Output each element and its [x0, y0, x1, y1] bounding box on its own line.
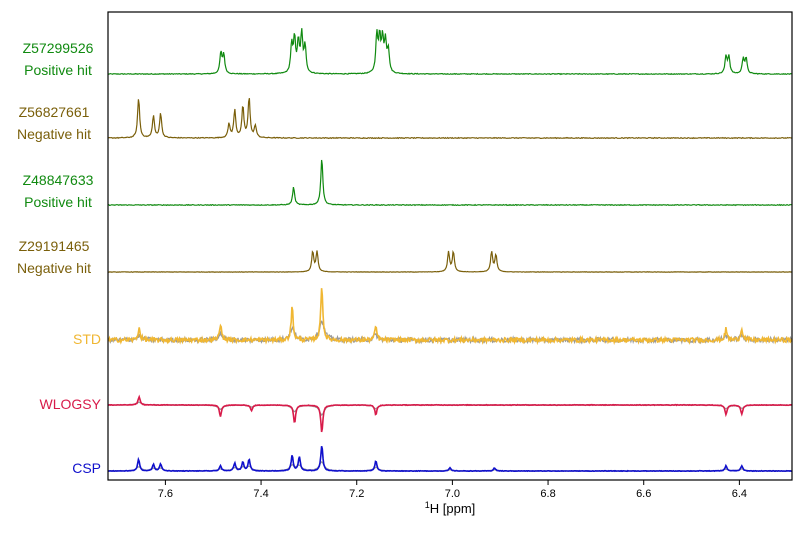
series-label-2-line-1: Z56827661 — [19, 104, 90, 120]
series-label-4-line-2: Negative hit — [17, 260, 91, 276]
spectrum-trace-7 — [107, 445, 792, 473]
series-label-2-line-2: Negative hit — [17, 126, 91, 142]
spectra-traces — [107, 28, 793, 473]
x-tick-label: 7.4 — [253, 488, 268, 500]
series-labels: Z57299526 Positive hit Z56827661 Negative h… — [17, 40, 102, 476]
reference-trace-5 — [107, 319, 793, 345]
series-label-5-line-1: STD — [73, 331, 101, 347]
spectrum-trace-1 — [107, 28, 793, 76]
spectrum-trace-4 — [107, 249, 793, 273]
series-3 — [108, 159, 793, 207]
series-4 — [107, 249, 793, 273]
x-axis-title: 1H [ppm] — [425, 500, 476, 516]
series-label-6-line-1: WLOGSY — [40, 396, 102, 412]
x-tick-label: 6.4 — [732, 488, 747, 500]
x-tick-label: 7.2 — [349, 488, 364, 500]
spectrum-trace-6 — [108, 394, 793, 433]
series-label-7-line-1: CSP — [72, 460, 101, 476]
series-label-4-line-1: Z29191465 — [19, 238, 90, 254]
plot-frame — [107, 11, 793, 481]
series-label-1-line-1: Z57299526 — [23, 40, 94, 56]
x-tick-label: 6.6 — [636, 488, 651, 500]
series-2 — [107, 97, 793, 140]
series-6 — [107, 394, 793, 433]
series-label-1-line-2: Positive hit — [24, 62, 92, 78]
series-7 — [107, 445, 793, 473]
x-tick-label: 7.6 — [158, 488, 173, 500]
spectrum-trace-2 — [107, 97, 793, 140]
series-label-3-line-2: Positive hit — [24, 194, 92, 210]
spectrum-trace-5 — [107, 288, 793, 346]
x-axis-title-main: H [ppm] — [430, 501, 476, 516]
series-1 — [107, 28, 793, 76]
x-axis-title-sup: 1 — [425, 500, 430, 510]
series-label-3-line-1: Z48847633 — [23, 172, 94, 188]
x-tick-label: 7.0 — [445, 488, 460, 500]
x-tick-label: 6.8 — [540, 488, 555, 500]
series-5 — [107, 288, 793, 346]
spectrum-trace-3 — [108, 159, 793, 207]
x-axis: 7.6 7.4 7.2 7.0 6.8 6.6 6.4 — [158, 480, 747, 500]
